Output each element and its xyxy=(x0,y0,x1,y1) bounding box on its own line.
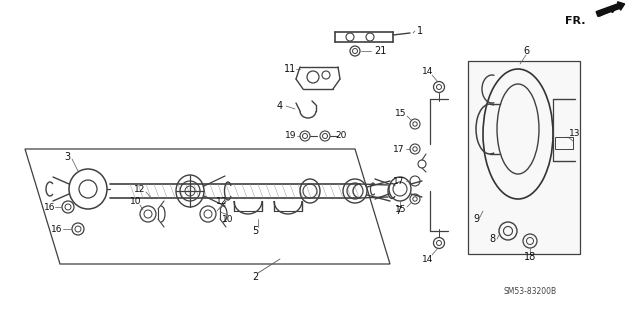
Polygon shape xyxy=(468,61,580,254)
Text: 17: 17 xyxy=(393,176,404,186)
Text: 9: 9 xyxy=(473,214,479,224)
Text: 10: 10 xyxy=(131,197,141,205)
Text: 8: 8 xyxy=(489,234,495,244)
Text: 11: 11 xyxy=(284,64,296,74)
Text: 16: 16 xyxy=(51,225,63,234)
Text: 1: 1 xyxy=(417,26,423,36)
Text: 10: 10 xyxy=(222,214,234,224)
Text: SM53-83200B: SM53-83200B xyxy=(504,286,557,295)
Text: 17: 17 xyxy=(393,145,404,153)
Text: 6: 6 xyxy=(523,46,529,56)
Text: 3: 3 xyxy=(64,152,70,162)
Text: 20: 20 xyxy=(335,130,347,139)
Text: 4: 4 xyxy=(277,101,283,111)
Text: 13: 13 xyxy=(569,130,580,138)
Text: 5: 5 xyxy=(252,226,258,236)
Text: 12: 12 xyxy=(216,197,228,205)
Text: 14: 14 xyxy=(422,255,434,263)
Text: 18: 18 xyxy=(524,252,536,262)
Text: 12: 12 xyxy=(134,184,146,194)
Text: 19: 19 xyxy=(285,130,297,139)
Text: 2: 2 xyxy=(252,272,258,282)
Text: 21: 21 xyxy=(374,46,386,56)
Text: 15: 15 xyxy=(396,204,407,213)
Text: 14: 14 xyxy=(422,66,434,76)
Text: 16: 16 xyxy=(44,203,56,211)
Text: 15: 15 xyxy=(396,109,407,118)
FancyArrow shape xyxy=(596,2,625,16)
Text: 7: 7 xyxy=(395,206,401,216)
Text: FR.: FR. xyxy=(564,16,585,26)
